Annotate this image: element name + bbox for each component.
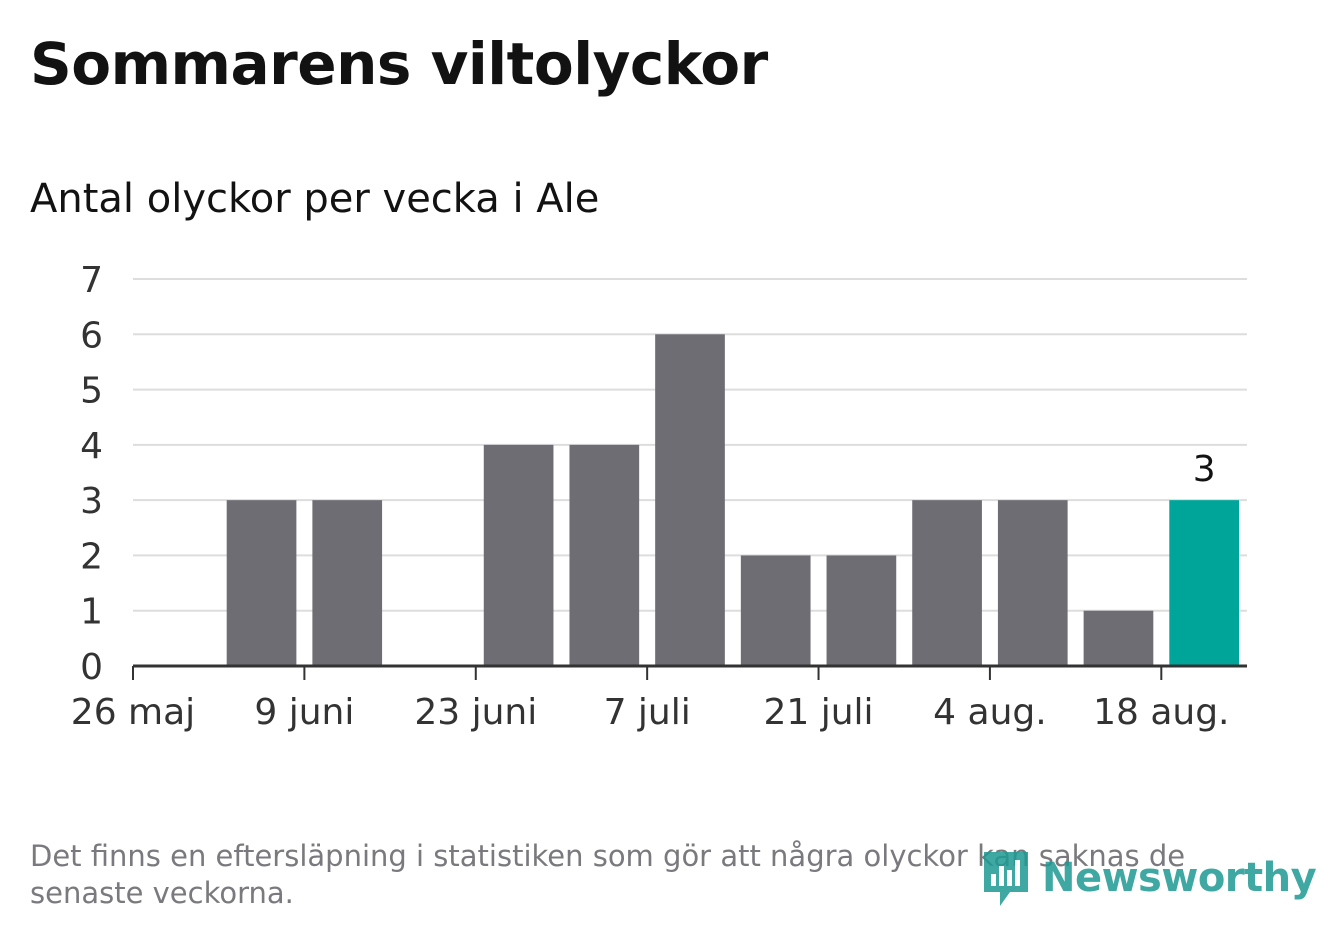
bar xyxy=(655,334,725,666)
bar-chart: 0 1 2 3 4 5 6 7 3 26 maj 9 juni 23 juni 7 juli 21 jul… xyxy=(71,260,1247,733)
y-tick-label: 1 xyxy=(80,592,103,633)
bar xyxy=(740,555,811,666)
bar-chart-speech-bubble-icon xyxy=(984,852,1028,906)
bar xyxy=(226,500,297,666)
y-tick-label: 5 xyxy=(80,371,103,412)
data-label: 3 xyxy=(1193,449,1216,490)
chart-title: Sommarens viltolyckor xyxy=(30,30,768,98)
axes xyxy=(132,664,1247,680)
x-tick-label: 4 aug. xyxy=(933,692,1047,733)
x-tick-label: 21 juli xyxy=(763,692,873,733)
bar xyxy=(483,444,554,666)
bar xyxy=(1083,610,1154,666)
x-tick-label: 23 juni xyxy=(414,692,537,733)
y-tick-label: 3 xyxy=(80,481,103,522)
y-tick-label: 7 xyxy=(80,260,103,301)
y-tick-label: 2 xyxy=(80,536,103,577)
chart-subtitle: Antal olyckor per vecka i Ale xyxy=(30,176,600,222)
bar xyxy=(569,444,640,666)
bar xyxy=(997,500,1068,666)
y-tick-label: 4 xyxy=(80,426,103,467)
bar xyxy=(912,500,982,666)
bar xyxy=(312,500,383,666)
x-tick-label: 9 juni xyxy=(254,692,354,733)
y-tick-label: 6 xyxy=(80,315,103,356)
newsworthy-logo: Newsworthy xyxy=(980,848,1317,908)
labels: 0 1 2 3 4 5 6 7 3 26 maj 9 juni 23 juni 7 juli 21 jul… xyxy=(71,260,1230,733)
x-tick-label: 26 maj xyxy=(71,692,195,733)
y-tick-label: 0 xyxy=(80,647,103,688)
bar-highlight xyxy=(1169,500,1239,666)
x-tick-label: 18 aug. xyxy=(1093,692,1229,733)
x-tick-label: 7 juli xyxy=(604,692,691,733)
bar xyxy=(826,555,897,666)
logo-text: Newsworthy xyxy=(1042,855,1317,901)
bars xyxy=(226,334,1239,666)
